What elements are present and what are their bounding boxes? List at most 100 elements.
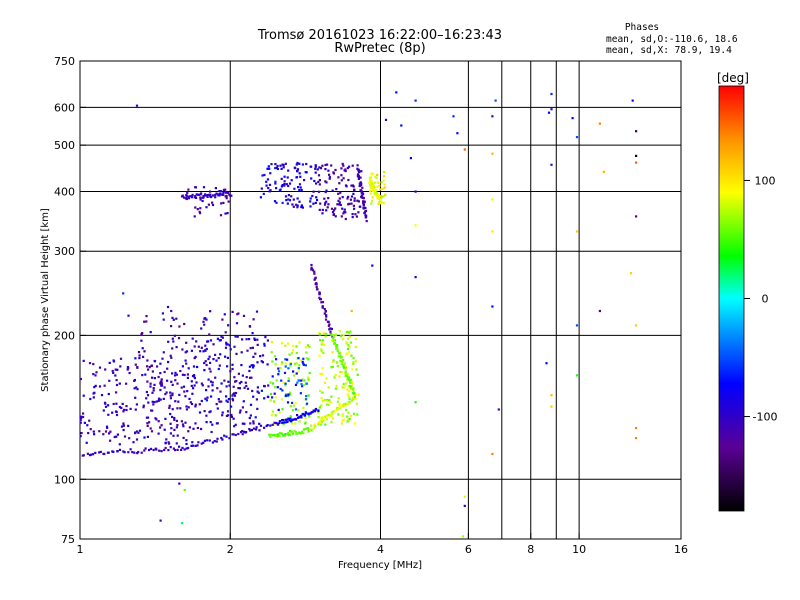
data-point <box>134 396 137 399</box>
data-point <box>298 200 301 203</box>
data-point <box>356 173 360 176</box>
data-point <box>220 202 223 205</box>
data-point <box>274 182 277 185</box>
data-point <box>297 379 300 382</box>
data-point <box>278 432 281 435</box>
data-point <box>342 358 345 362</box>
data-point <box>140 451 143 454</box>
data-point <box>189 401 192 404</box>
data-point <box>277 370 281 373</box>
data-point <box>215 192 218 195</box>
data-point <box>336 347 339 350</box>
data-point <box>166 367 169 370</box>
data-point <box>362 193 365 196</box>
data-point <box>287 367 290 370</box>
data-point <box>82 454 85 457</box>
data-point <box>311 411 314 414</box>
data-point <box>287 198 290 201</box>
data-point <box>215 359 218 362</box>
data-point <box>377 194 380 197</box>
data-point <box>341 207 344 210</box>
data-point <box>258 429 261 432</box>
data-point <box>571 117 574 120</box>
data-point <box>215 440 218 443</box>
data-point <box>195 193 198 196</box>
data-point <box>255 428 258 431</box>
data-point <box>237 312 240 315</box>
data-point <box>167 340 170 343</box>
data-point <box>145 315 148 318</box>
data-point <box>191 374 195 378</box>
data-point <box>149 385 152 388</box>
data-point <box>98 451 101 454</box>
data-point <box>173 334 176 337</box>
data-point <box>379 197 382 200</box>
data-point <box>345 382 348 385</box>
data-point <box>218 339 221 342</box>
data-point <box>284 162 287 165</box>
data-point <box>175 426 178 429</box>
data-point <box>205 318 208 321</box>
data-point <box>351 368 354 371</box>
data-point <box>300 430 304 433</box>
data-point <box>331 417 335 420</box>
data-point <box>225 395 228 398</box>
data-point <box>220 382 223 385</box>
data-point <box>201 196 204 199</box>
data-point <box>380 181 383 184</box>
data-point <box>292 374 296 377</box>
data-point <box>344 170 347 173</box>
data-point <box>240 380 243 384</box>
data-point <box>87 432 90 435</box>
data-point <box>318 179 321 182</box>
data-point <box>354 393 358 396</box>
data-point <box>331 365 334 368</box>
data-point <box>575 324 579 327</box>
data-point <box>330 415 333 418</box>
data-point <box>231 397 234 400</box>
data-point <box>335 408 338 411</box>
data-point <box>135 438 139 441</box>
data-point <box>180 522 184 525</box>
data-point <box>308 371 311 375</box>
data-point <box>294 422 297 425</box>
data-point <box>320 397 323 400</box>
data-point <box>175 373 178 376</box>
data-point <box>169 412 172 416</box>
data-point <box>216 387 219 390</box>
data-point <box>286 358 289 361</box>
data-point <box>319 298 322 301</box>
data-point <box>338 370 341 373</box>
data-point <box>290 352 294 355</box>
data-point <box>384 193 387 196</box>
data-point <box>196 208 199 211</box>
data-point <box>293 187 296 190</box>
data-point <box>86 424 89 427</box>
data-point <box>294 417 297 421</box>
data-point <box>246 387 250 390</box>
data-point <box>242 400 245 403</box>
data-point <box>288 353 291 356</box>
data-point <box>201 384 204 387</box>
data-point <box>349 414 353 417</box>
data-point <box>360 192 363 195</box>
data-point <box>134 408 137 411</box>
data-point <box>241 338 244 341</box>
data-point <box>232 385 235 388</box>
data-point <box>356 199 359 202</box>
data-point <box>164 417 167 420</box>
data-point <box>214 187 217 190</box>
data-point <box>196 444 199 447</box>
data-point <box>200 399 203 403</box>
data-point <box>134 431 137 434</box>
data-point <box>287 342 290 345</box>
data-point <box>414 190 417 193</box>
data-point <box>245 411 248 414</box>
data-point <box>293 362 296 365</box>
data-point <box>186 373 189 376</box>
data-point <box>209 370 212 373</box>
data-point <box>352 387 355 390</box>
data-point <box>169 432 172 435</box>
data-point <box>280 185 283 188</box>
data-point <box>173 418 176 421</box>
